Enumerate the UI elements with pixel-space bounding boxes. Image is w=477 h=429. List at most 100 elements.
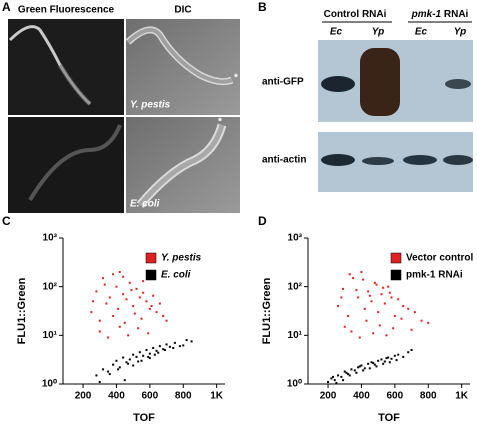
row-label: E. coli [130,199,160,210]
point [107,370,110,373]
point [358,336,361,339]
point [347,314,350,317]
point [353,369,356,372]
point [125,298,128,301]
x-tick-label: 1K [210,391,224,402]
point [135,287,138,290]
point [145,300,148,303]
point [148,352,151,355]
y-tick-label: 10¹ [43,330,58,341]
point [142,280,145,283]
point [383,302,386,305]
point [350,368,353,371]
point [132,305,135,308]
point [133,312,136,315]
panel-label: C [2,214,11,228]
point [108,296,111,299]
x-tick-label: 400 [108,391,125,402]
point [145,348,148,351]
point [402,305,405,308]
point [345,371,348,374]
point [103,283,106,286]
point [140,359,143,362]
panel-label: D [258,214,267,228]
point [360,271,363,274]
lane-label: Yp [372,27,384,38]
point [98,319,101,322]
point [123,379,126,382]
point [147,332,150,335]
point [370,361,373,364]
point [117,307,120,310]
gene: pmk-1 [411,9,442,20]
point [395,359,398,362]
point [92,300,95,303]
point [102,277,105,280]
y-tick-label: 10⁰ [42,379,57,390]
asterisk: * [234,73,238,84]
point [347,373,350,376]
legend-label: Vector control [406,253,473,264]
point [397,298,400,301]
point [158,345,161,348]
point [377,359,380,362]
point [128,281,131,284]
point [98,380,101,383]
point [105,302,108,305]
point [362,278,365,281]
legend-swatch [390,269,402,281]
point [382,362,385,365]
point [138,296,141,299]
point [365,319,368,322]
x-tick-label: 800 [420,391,437,402]
point [142,291,145,294]
column-header: Green Fluorescence [18,5,115,16]
point [343,370,346,373]
y-axis-label: FLU1::Green [16,277,28,344]
gene: Control [324,9,360,20]
point [373,363,376,366]
point [142,354,145,357]
point [158,302,161,305]
point [382,286,385,289]
point [410,328,413,331]
point [333,379,336,382]
point [390,357,393,360]
point [118,366,121,369]
point [400,317,403,320]
point [340,296,343,299]
point [127,334,130,337]
point [377,311,380,314]
point [397,353,400,356]
x-tick-label: 400 [353,391,370,402]
point [102,368,105,371]
point [90,311,93,314]
point [165,343,168,346]
group-label: pmk-1 RNAi [411,9,469,20]
legend-label: E. coli [161,270,191,281]
point [352,277,355,280]
point [355,371,358,374]
point [98,330,101,333]
point [152,294,155,297]
point [122,293,125,296]
point [388,361,391,364]
point [107,336,110,339]
series [337,271,430,339]
point [112,273,115,276]
point [162,314,165,317]
point [127,362,130,365]
point [368,367,371,370]
point [148,307,151,310]
point [115,359,118,362]
point [152,346,155,349]
x-tick-label: 200 [320,391,337,402]
suffix: RNAi [362,9,387,20]
y-tick-label: 10¹ [288,330,303,341]
row-label: Y. pestis [130,100,171,111]
point [358,365,361,368]
point [392,327,395,330]
point [342,379,345,382]
point [348,273,351,276]
